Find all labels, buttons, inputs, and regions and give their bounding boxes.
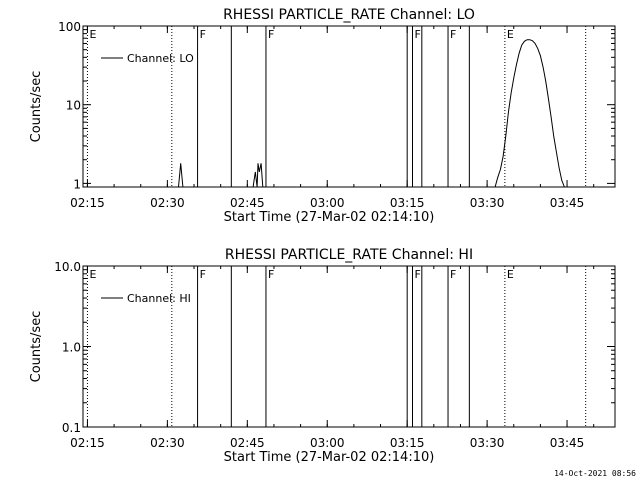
plot-frame: [82, 265, 616, 428]
x-tick-label: 02:30: [150, 196, 185, 210]
x-tick-label: 03:30: [470, 436, 505, 450]
y-tick-label: 10.0: [54, 260, 81, 274]
event-marker-label: F: [200, 28, 206, 41]
chart-title: RHESSI PARTICLE_RATE Channel: LO: [223, 7, 475, 23]
legend-label: Channel: LO: [127, 52, 194, 65]
x-tick-label: 03:00: [310, 436, 345, 450]
series-line: [252, 163, 264, 188]
event-marker-label: F: [268, 28, 274, 41]
timestamp: 14-Oct-2021 08:56: [554, 469, 636, 478]
x-tick-label: 03:00: [310, 196, 345, 210]
x-tick-label: 02:15: [70, 436, 105, 450]
series-line: [178, 163, 184, 188]
x-axis-label: Start Time (27-Mar-02 02:14:10): [224, 450, 435, 465]
event-marker-label: E: [507, 268, 514, 281]
panel-lo: RHESSI PARTICLE_RATE Channel: LO 02:15 02:…: [29, 7, 616, 225]
x-tick-label: 02:30: [150, 436, 185, 450]
chart-title: RHESSI PARTICLE_RATE Channel: HI: [225, 247, 473, 263]
event-marker-label: E: [89, 28, 96, 41]
x-tick-label: 02:15: [70, 196, 105, 210]
event-marker-label: F: [450, 268, 456, 281]
x-tick-label: 02:45: [230, 436, 265, 450]
y-tick-label: 100: [58, 20, 81, 34]
x-axis-label: Start Time (27-Mar-02 02:14:10): [224, 210, 435, 225]
y-tick-label: 1: [73, 177, 81, 191]
x-tick-label: 03:15: [390, 436, 425, 450]
x-tick-label: 02:45: [230, 196, 265, 210]
event-marker-label: F: [200, 268, 206, 281]
event-marker-label: F: [415, 28, 421, 41]
event-marker-label: F: [450, 28, 456, 41]
x-tick-label: 03:45: [550, 436, 585, 450]
x-tick-label: 03:30: [470, 196, 505, 210]
x-tick-label: 03:45: [550, 196, 585, 210]
y-tick-label: 10: [66, 99, 81, 113]
event-marker-label: E: [507, 28, 514, 41]
legend-label: Channel: HI: [127, 292, 191, 305]
event-marker-label: F: [268, 268, 274, 281]
plot-frame: [82, 25, 616, 188]
event-marker-label: F: [415, 268, 421, 281]
y-tick-label: 1.0: [62, 341, 81, 355]
y-axis-label: Counts/sec: [29, 311, 44, 383]
series-line: [494, 39, 565, 188]
x-tick-label: 03:15: [390, 196, 425, 210]
event-marker-label: E: [89, 268, 96, 281]
panel-hi: RHESSI PARTICLE_RATE Channel: HI 02:15 02:…: [29, 247, 616, 465]
y-tick-label: 0.1: [62, 421, 81, 435]
y-axis-label: Counts/sec: [29, 71, 44, 143]
